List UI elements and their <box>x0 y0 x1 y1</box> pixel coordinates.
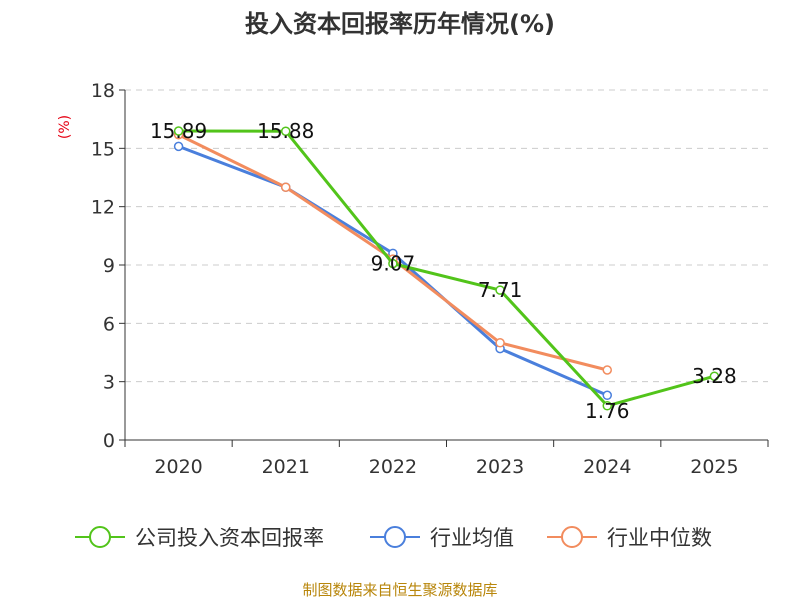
data-point[interactable] <box>602 401 612 411</box>
data-point[interactable] <box>495 285 505 295</box>
source-note: 制图数据来自恒生聚源数据库 <box>302 581 497 599</box>
y-axis-label: (%) <box>57 115 73 139</box>
x-tick-label: 2021 <box>262 456 310 478</box>
y-tick-label: 0 <box>103 430 115 452</box>
x-tick-label: 2022 <box>369 456 417 478</box>
y-tick-label: 18 <box>91 80 115 102</box>
data-point[interactable] <box>495 338 505 348</box>
data-label: 7.71 <box>478 278 523 302</box>
legend-marker <box>561 526 583 548</box>
data-point[interactable] <box>709 371 720 381</box>
chart-title: 投入资本回报率历年情况(%) <box>245 10 555 38</box>
data-label: 15.89 <box>150 119 207 143</box>
data-point[interactable] <box>281 126 291 136</box>
data-label: 9.07 <box>371 252 416 276</box>
x-tick-label: 2023 <box>476 456 524 478</box>
data-point[interactable] <box>602 365 612 375</box>
legend-label: 行业均值 <box>430 526 514 550</box>
y-tick-label: 15 <box>91 138 115 160</box>
y-tick-label: 9 <box>103 255 115 277</box>
legend-item-0[interactable]: 公司投入资本回报率 <box>75 526 324 550</box>
data-label: 15.88 <box>257 119 314 143</box>
data-point[interactable] <box>388 258 398 269</box>
legend-item-1[interactable]: 行业均值 <box>370 526 514 550</box>
legend-marker <box>89 526 111 548</box>
data-labels: 15.89 15.88 9.07 7.71 1.76 3.28 <box>150 119 737 423</box>
legend-label: 行业中位数 <box>607 526 712 550</box>
y-tick-label: 12 <box>91 197 115 219</box>
legend[interactable]: 公司投入资本回报率 行业均值 行业中位数 <box>75 526 712 550</box>
legend-marker <box>384 526 406 548</box>
x-tick-label: 2020 <box>154 456 202 478</box>
data-point[interactable] <box>281 182 291 192</box>
data-label: 3.28 <box>692 364 737 388</box>
axes: 0 3 6 9 12 15 18 2020 2021 2022 2023 2024 2025 <box>91 80 769 478</box>
y-tick-label: 3 <box>103 372 115 394</box>
grid <box>125 89 768 383</box>
y-tick-label: 6 <box>103 313 115 335</box>
series-line-0 <box>178 129 715 408</box>
data-point[interactable] <box>173 141 184 152</box>
legend-label: 公司投入资本回报率 <box>135 526 324 550</box>
legend-item-2[interactable]: 行业中位数 <box>547 526 712 550</box>
data-point[interactable] <box>602 390 612 401</box>
series <box>173 126 720 411</box>
x-tick-label: 2025 <box>690 456 738 478</box>
data-point[interactable] <box>173 126 184 136</box>
x-tick-label: 2024 <box>583 456 631 478</box>
data-label: 1.76 <box>585 399 630 423</box>
